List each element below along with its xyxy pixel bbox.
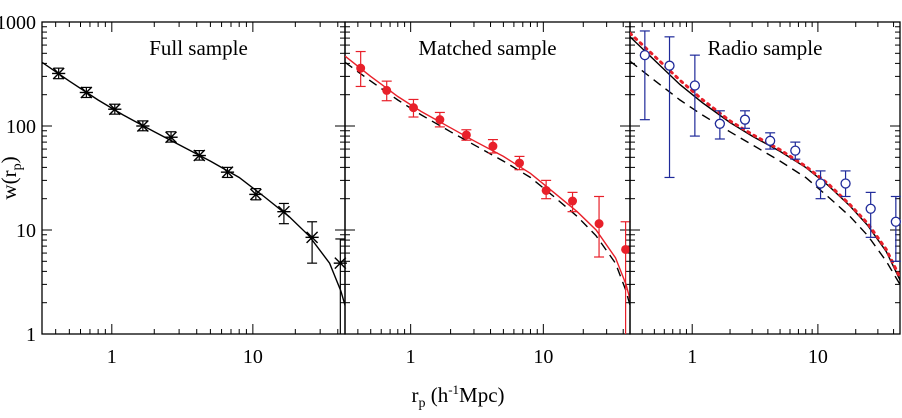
panel-title: Radio sample <box>708 36 823 60</box>
panel-frame <box>41 21 346 335</box>
data-point <box>764 132 776 150</box>
y-axis-label: w(rp) <box>0 156 25 199</box>
data-point <box>487 138 498 154</box>
panel-1: 1 10 1 10 100 1000 Full sample <box>0 12 347 368</box>
open-circle-marker <box>815 178 826 189</box>
x-tick-label: 1 <box>107 346 117 368</box>
asterisk-marker <box>79 86 93 99</box>
data-point <box>220 166 235 179</box>
filled-circle-marker <box>382 85 392 95</box>
filled-circle-marker <box>408 103 418 113</box>
data-point <box>108 103 122 116</box>
open-circle-marker <box>840 178 851 189</box>
filled-circle-marker <box>621 244 631 254</box>
open-circle-marker <box>890 216 901 227</box>
y-tick-label: 100 <box>6 116 36 138</box>
data-point <box>277 202 291 225</box>
data-point <box>664 36 675 179</box>
x-tick-label: 10 <box>808 346 828 368</box>
data-point <box>714 110 726 140</box>
data-point <box>164 131 178 144</box>
data-point <box>79 86 93 99</box>
x-axis-label: rp (h-1Mpc) <box>411 382 504 411</box>
x-tick-label: 1 <box>406 346 416 368</box>
data-point <box>136 120 150 132</box>
data-point <box>865 191 876 238</box>
data-point <box>192 149 206 162</box>
model-curve-solid <box>345 55 630 302</box>
data-point <box>461 129 472 141</box>
data-point <box>567 191 578 213</box>
open-circle-marker <box>689 80 701 91</box>
panel-title: Matched sample <box>418 36 556 60</box>
data-point <box>890 195 901 262</box>
asterisk-marker <box>192 149 206 162</box>
open-circle-marker <box>739 114 751 125</box>
asterisk-marker <box>305 231 319 244</box>
data-point <box>594 195 605 258</box>
data-point <box>639 30 650 121</box>
asterisk-marker <box>277 205 291 218</box>
panel-title: Full sample <box>149 36 248 60</box>
open-circle-marker <box>639 50 650 61</box>
asterisk-marker <box>108 103 122 116</box>
open-circle-marker <box>714 118 726 129</box>
model-curve-solid <box>42 61 345 308</box>
asterisk-marker <box>249 188 263 201</box>
data-point <box>333 238 347 334</box>
axis-labels-layer: w(rp) rp (h-1Mpc) <box>0 156 505 411</box>
asterisk-marker <box>220 166 235 179</box>
asterisk-marker <box>164 131 178 144</box>
y-tick-label: 10 <box>16 220 36 242</box>
model-curve-dashed <box>630 60 900 285</box>
data-point <box>620 221 631 334</box>
data-point <box>739 110 751 129</box>
open-circle-marker <box>664 60 675 71</box>
y-tick-label: 1000 <box>0 12 36 34</box>
filled-circle-marker <box>514 158 524 168</box>
panel-frame <box>629 21 901 335</box>
panel-frame <box>344 21 631 335</box>
x-tick-label: 10 <box>533 346 553 368</box>
data-point <box>840 170 851 198</box>
data-point <box>815 170 826 200</box>
data-point <box>249 188 263 201</box>
asterisk-marker <box>52 67 66 80</box>
open-circle-marker <box>764 135 776 146</box>
open-circle-marker <box>865 203 876 214</box>
x-tick-label: 10 <box>243 346 263 368</box>
asterisk-marker <box>136 120 150 132</box>
data-point <box>541 179 552 200</box>
filled-circle-marker <box>356 63 366 73</box>
filled-circle-marker <box>568 196 578 206</box>
filled-circle-marker <box>435 115 445 125</box>
data-point <box>790 141 801 160</box>
data-point <box>408 98 419 118</box>
model-curve-dotted <box>630 31 900 279</box>
filled-circle-marker <box>488 141 498 151</box>
x-tick-label: 1 <box>687 346 697 368</box>
data-point <box>514 155 525 171</box>
data-point <box>305 221 319 264</box>
panels-layer: 1 10 1 10 100 1000 Full sample 1 10 Matched sampl… <box>0 12 901 368</box>
filled-circle-marker <box>541 185 551 195</box>
y-tick-label: 1 <box>26 324 36 346</box>
filled-circle-marker <box>461 130 471 140</box>
filled-circle-marker <box>594 219 604 229</box>
data-point <box>381 80 392 102</box>
data-point <box>434 111 445 128</box>
data-point <box>355 50 366 88</box>
panel-3: 1 10 Radio sample <box>629 21 901 368</box>
data-point <box>689 54 701 137</box>
open-circle-marker <box>790 145 801 156</box>
panel-2: 1 10 Matched sample <box>344 21 631 368</box>
data-point <box>52 67 66 80</box>
